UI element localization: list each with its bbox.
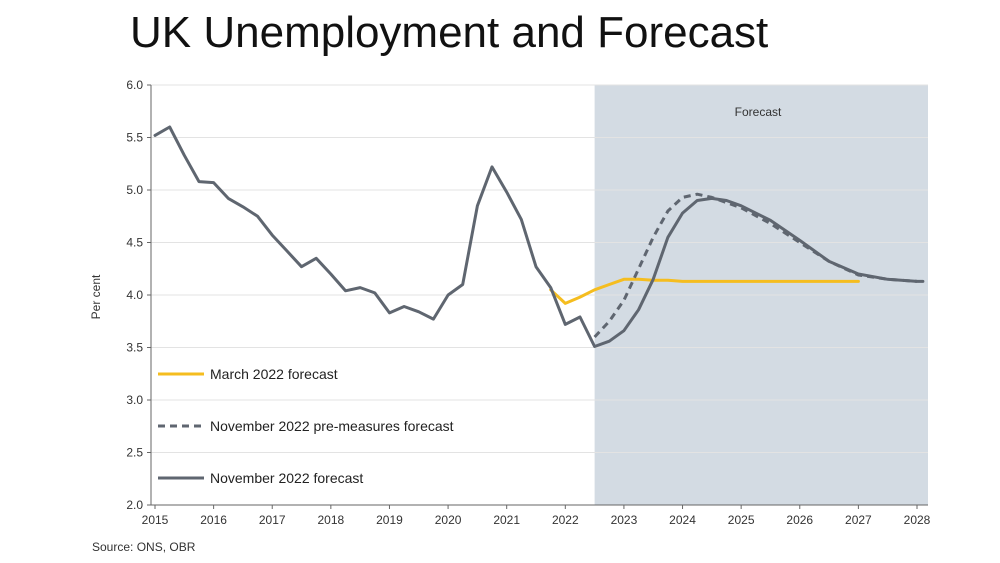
x-tick-label: 2027 (845, 513, 872, 527)
x-tick-label: 2026 (786, 513, 813, 527)
forecast-region-label: Forecast (735, 105, 782, 119)
x-tick-label: 2018 (317, 513, 344, 527)
slide-title: UK Unemployment and Forecast (130, 8, 769, 57)
legend-label-november-2022-pre-measures-forecast: November 2022 pre-measures forecast (210, 418, 454, 434)
x-tick-label: 2021 (493, 513, 520, 527)
x-tick-label: 2016 (200, 513, 227, 527)
x-tick-label: 2019 (376, 513, 403, 527)
series-line-march-2022-forecast (549, 277, 860, 305)
y-tick-label: 5.5 (126, 131, 143, 145)
x-tick-label: 2025 (728, 513, 755, 527)
series-line-november-2022-forecast (153, 125, 925, 348)
x-tick-label: 2024 (669, 513, 696, 527)
legend-label-march-2022-forecast: March 2022 forecast (210, 366, 338, 382)
x-tick-label: 2022 (552, 513, 579, 527)
x-tick-label: 2020 (435, 513, 462, 527)
x-tick-label: 2028 (904, 513, 931, 527)
y-tick-label: 2.0 (126, 498, 143, 512)
y-tick-label: 2.5 (126, 446, 143, 460)
legend-label-november-2022-forecast: November 2022 forecast (210, 470, 363, 486)
y-tick-label: 6.0 (126, 78, 143, 92)
y-tick-label: 4.5 (126, 236, 143, 250)
x-tick-label: 2017 (259, 513, 286, 527)
y-tick-label: 3.0 (126, 393, 143, 407)
source-note: Source: ONS, OBR (92, 540, 196, 554)
y-tick-label: 3.5 (126, 341, 143, 355)
x-tick-label: 2015 (142, 513, 169, 527)
y-axis-label: Per cent (89, 274, 103, 319)
y-tick-label: 5.0 (126, 183, 143, 197)
y-tick-label: 4.0 (126, 288, 143, 302)
x-tick-label: 2023 (611, 513, 638, 527)
